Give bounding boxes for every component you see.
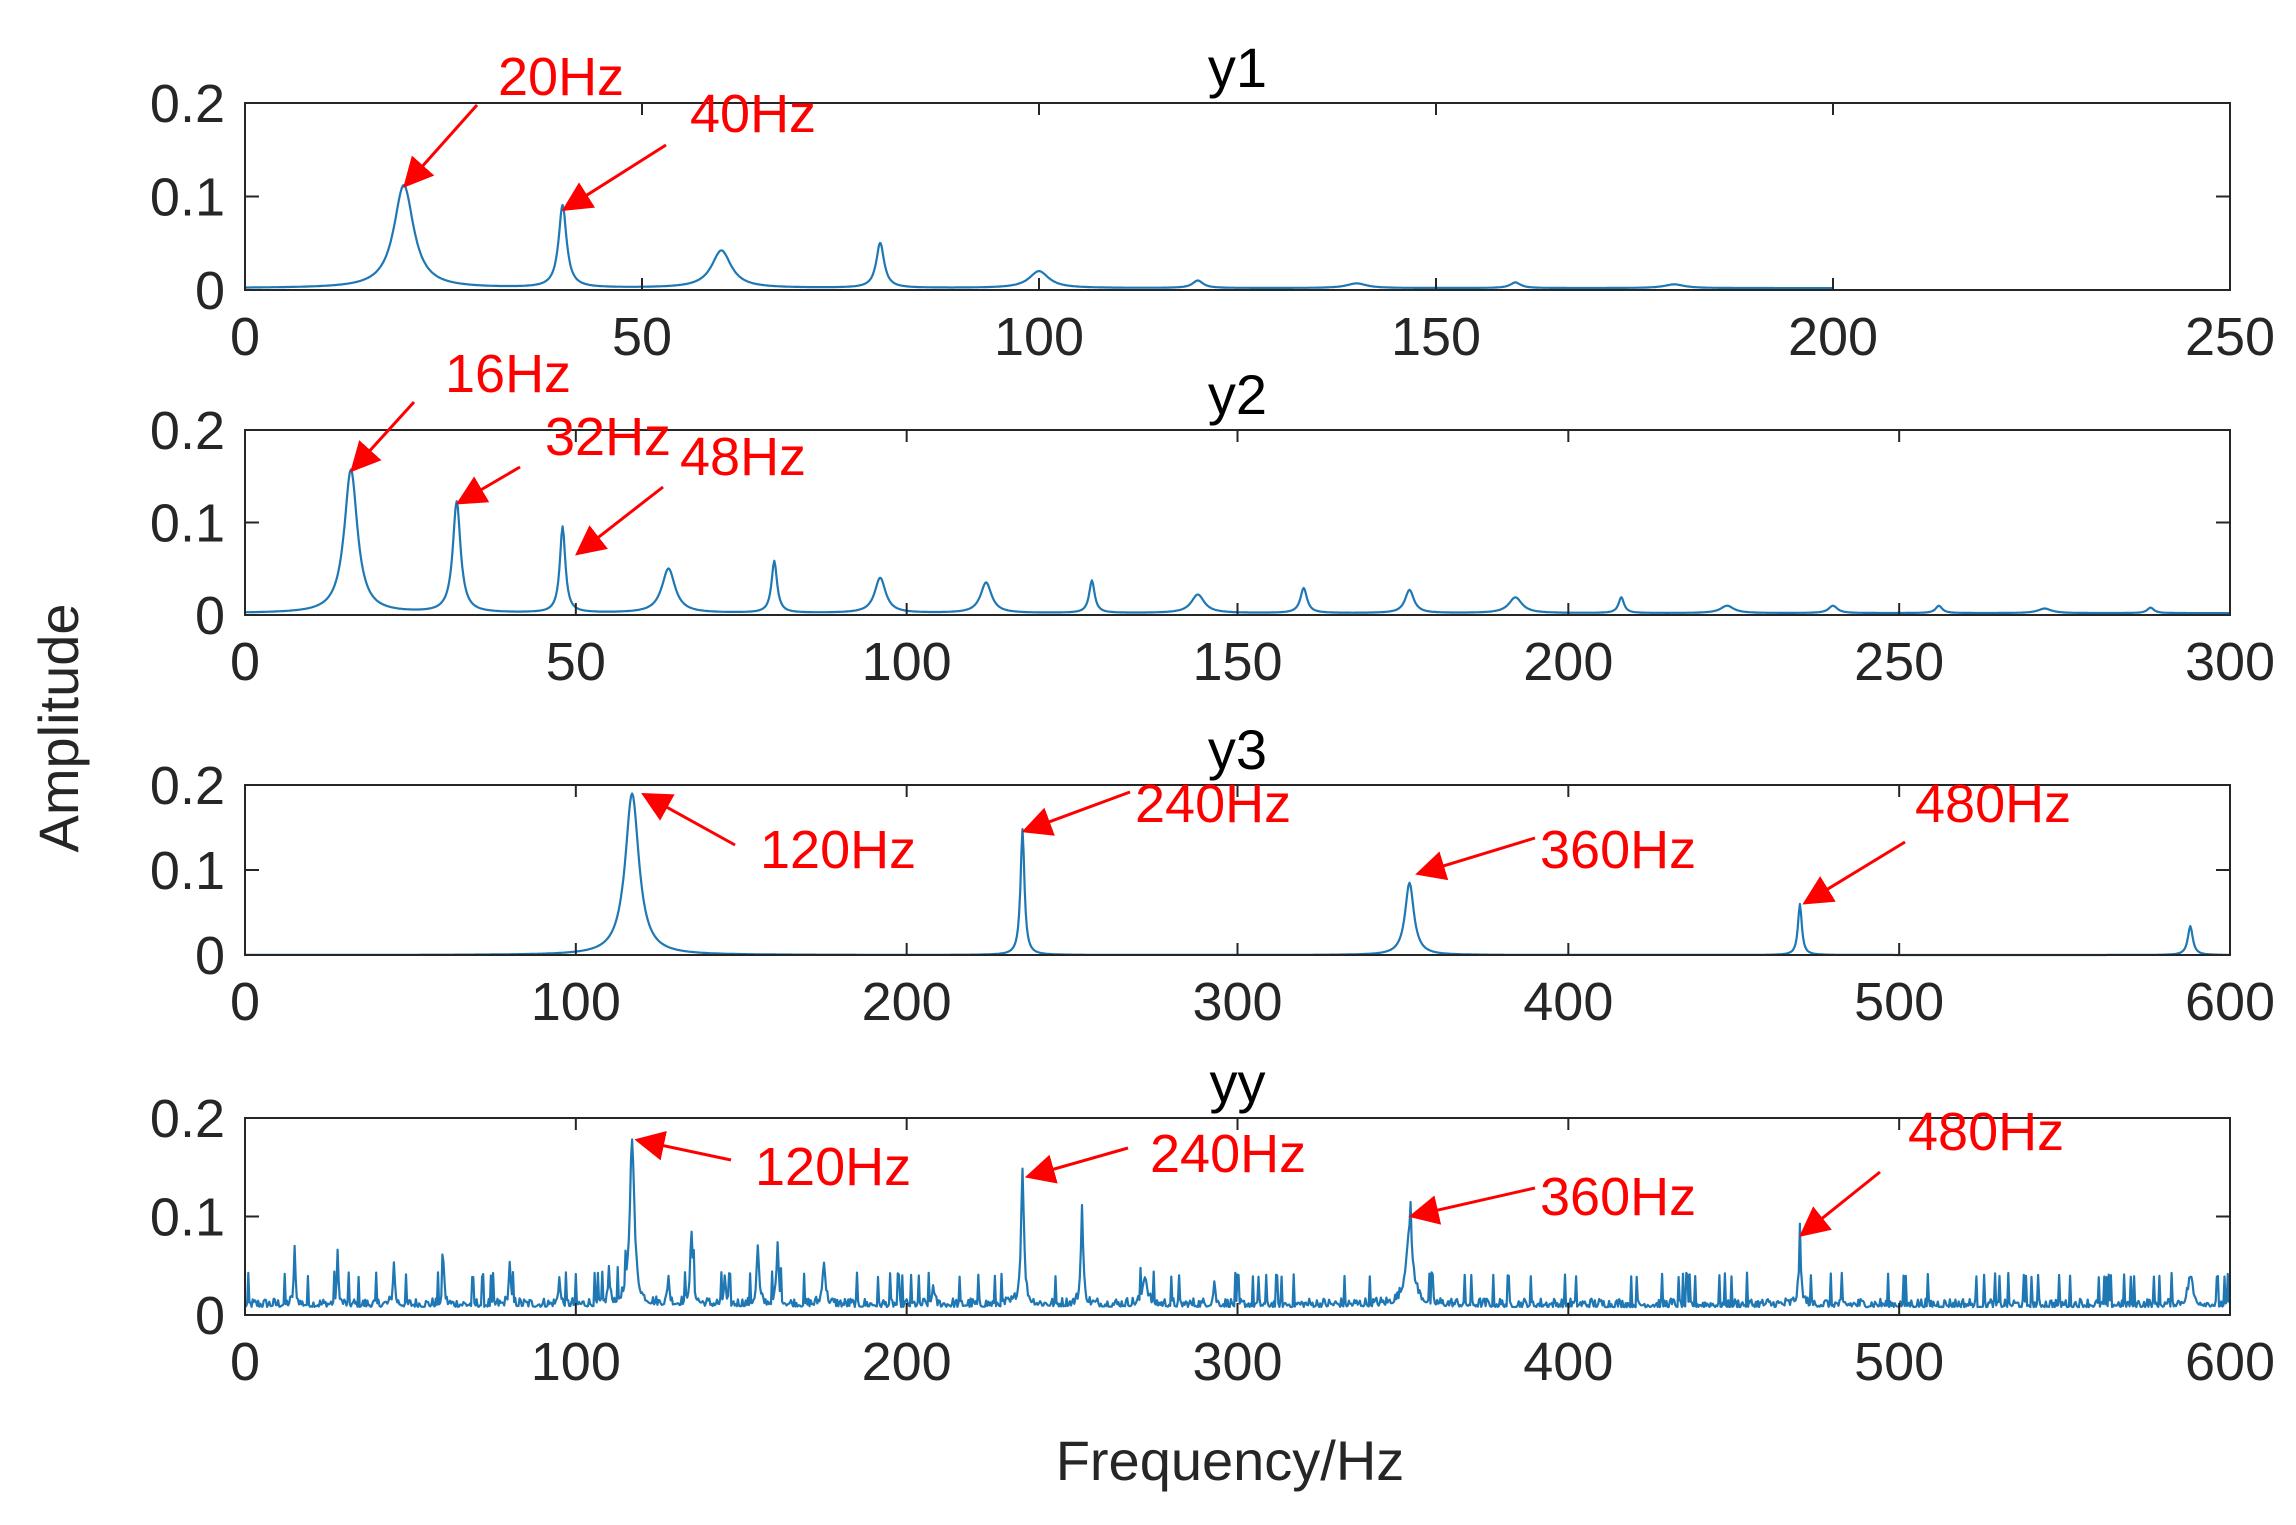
annotation-label: 40Hz [690,84,816,144]
x-tick-label: 100 [531,972,621,1032]
subplot-title: y3 [1208,718,1267,781]
y-tick-label: 0 [195,926,225,986]
annotation-arrow [455,465,521,505]
x-tick-label: 600 [2185,972,2275,1032]
x-tick-label: 100 [531,1332,621,1392]
x-tick-label: 400 [1523,1332,1613,1392]
annotation-label: 48Hz [680,427,806,487]
x-tick-label: 200 [1788,307,1878,367]
x-tick-label: 600 [2185,1332,2275,1392]
y-tick-label: 0.1 [150,168,225,228]
x-tick-label: 0 [230,972,260,1032]
y-axis-label: Amplitude [27,603,90,852]
x-tick-label: 300 [1192,1332,1282,1392]
y-tick-label: 0.1 [150,494,225,554]
annotation-arrow [1415,836,1536,881]
subplot-yy: 0 100 200 300 400 500 600 0 0.1 0.2 yy 120Hz 240Hz 36… [150,1051,2275,1392]
annotation-label: 480Hz [1915,774,2071,834]
annotation-label: 480Hz [1908,1102,2064,1162]
subplot-y1: 0 50 100 150 200 250 0 0.1 0.2 y1 20Hz 40Hz [150,36,2275,367]
x-tick-label: 250 [1854,632,1944,692]
y-tick-label: 0.2 [150,1089,225,1149]
subplot-title: y1 [1208,36,1267,99]
x-tick-label: 0 [230,1332,260,1392]
x-tick-label: 400 [1523,972,1613,1032]
series-line-y2 [244,468,2230,615]
x-tick-label: 200 [1523,632,1613,692]
y-tick-label: 0.1 [150,841,225,901]
axes-box-y2 [244,429,2231,616]
annotation-arrow [350,400,416,473]
annotation-label: 16Hz [445,344,571,404]
annotation-label: 120Hz [760,820,916,880]
axes-box-y1 [244,102,2231,291]
x-tick-label: 50 [612,307,672,367]
x-tick-label: 300 [1192,972,1282,1032]
annotation-arrow [403,104,479,188]
annotation-arrow [634,1131,732,1162]
x-tick-label: 0 [230,632,260,692]
annotation-label: 32Hz [545,407,671,467]
x-axis-label: Frequency/Hz [1056,1429,1405,1492]
annotation-label: 120Hz [755,1137,911,1197]
annotation-label: 240Hz [1150,1124,1306,1184]
annotation-arrow [575,485,664,556]
subplot-title: y2 [1208,363,1267,426]
annotation-label: 20Hz [498,47,624,107]
x-tick-label: 0 [230,307,260,367]
x-tick-label: 200 [862,1332,952,1392]
x-tick-label: 300 [2185,632,2275,692]
subplot-title: yy [1210,1051,1266,1114]
annotation-label: 240Hz [1135,774,1291,834]
y-tick-label: 0.2 [150,74,225,134]
x-tick-label: 100 [994,307,1084,367]
x-tick-label: 200 [862,972,952,1032]
y-tick-label: 0.2 [150,756,225,816]
annotation-label: 360Hz [1540,820,1696,880]
annotation-arrow [1021,790,1131,836]
x-tick-label: 50 [546,632,606,692]
annotation-arrow [1024,1146,1129,1184]
annotation-label: 360Hz [1540,1167,1696,1227]
x-tick-label: 500 [1854,972,1944,1032]
annotation-arrow [1799,1170,1881,1237]
series-line-y1 [244,184,1834,290]
y-tick-label: 0.1 [150,1188,225,1248]
subplot-y3: 0 100 200 300 400 500 600 0 0.1 0.2 y3 120Hz 240Hz 36… [150,718,2275,1032]
y-tick-label: 0 [195,586,225,646]
annotation-arrow [1408,1186,1536,1225]
x-tick-label: 100 [862,632,952,692]
x-tick-label: 150 [1192,632,1282,692]
x-tick-label: 250 [2185,307,2275,367]
x-tick-label: 150 [1391,307,1481,367]
y-tick-label: 0.2 [150,401,225,461]
annotation-arrow [1802,840,1906,905]
y-tick-label: 0 [195,261,225,321]
annotation-arrow [561,143,667,212]
x-tick-label: 500 [1854,1332,1944,1392]
y-tick-label: 0 [195,1286,225,1346]
annotation-arrow [641,793,736,847]
